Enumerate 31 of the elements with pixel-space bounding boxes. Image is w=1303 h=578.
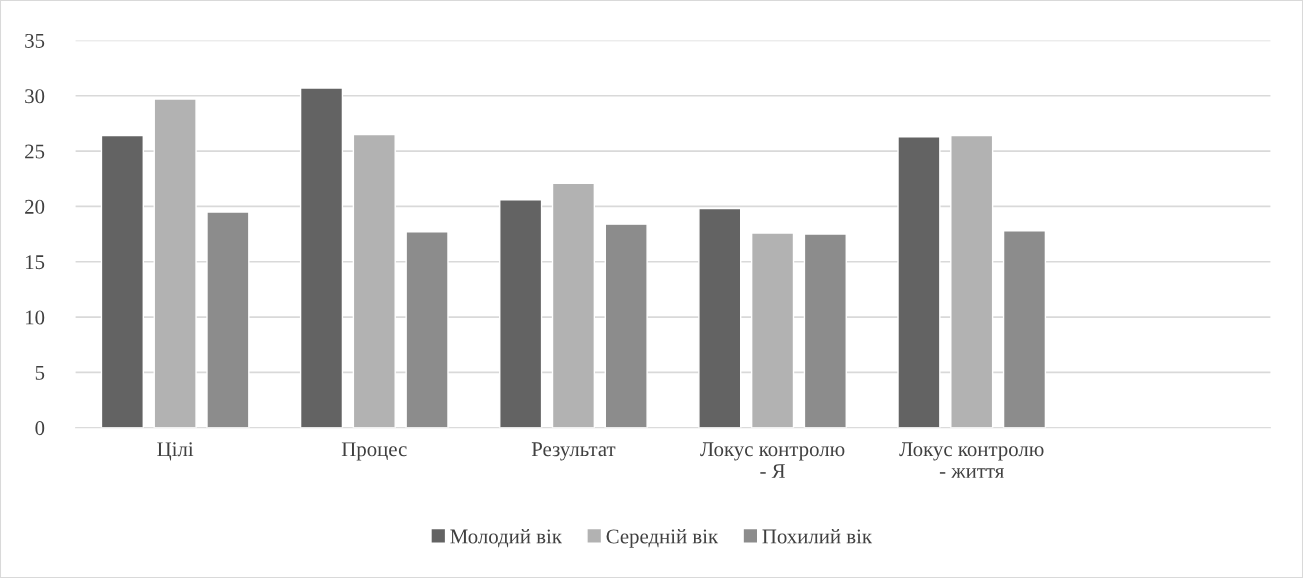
y-tick-label: 30: [25, 89, 45, 104]
bar: [153, 98, 197, 428]
x-tick-label: Локус контролю - життя: [899, 442, 1044, 478]
bar: [551, 182, 596, 428]
bar: [405, 231, 449, 428]
x-tick-label: Локус контролю - Я: [700, 442, 845, 478]
y-tick-label: 20: [25, 199, 45, 214]
x-tick-label: Процес: [341, 442, 407, 461]
legend-label: Похилий вік: [762, 528, 873, 544]
y-tick-label: 5: [35, 365, 45, 380]
x-tick-label: Цілі: [157, 442, 194, 461]
bar: [897, 136, 941, 428]
bar: [206, 211, 250, 428]
bar: [750, 232, 795, 428]
y-tick-label: 10: [26, 310, 45, 325]
legend-label: Середній вік: [606, 528, 719, 548]
bar: [100, 134, 144, 428]
x-tick-label: Результат: [531, 442, 616, 461]
bar: [352, 133, 396, 428]
bar: [499, 199, 543, 428]
y-tick-label: 0: [35, 421, 45, 436]
bar: [950, 134, 994, 428]
legend-label: Молодий вік: [450, 528, 562, 548]
y-tick-label: 15: [26, 255, 45, 270]
bar: [1002, 230, 1047, 428]
y-tick-label: 35: [25, 33, 45, 48]
bar: [803, 233, 847, 428]
y-tick-label: 25: [25, 144, 45, 159]
bar: [604, 223, 648, 428]
bar: [299, 87, 344, 428]
bar: [698, 207, 742, 428]
